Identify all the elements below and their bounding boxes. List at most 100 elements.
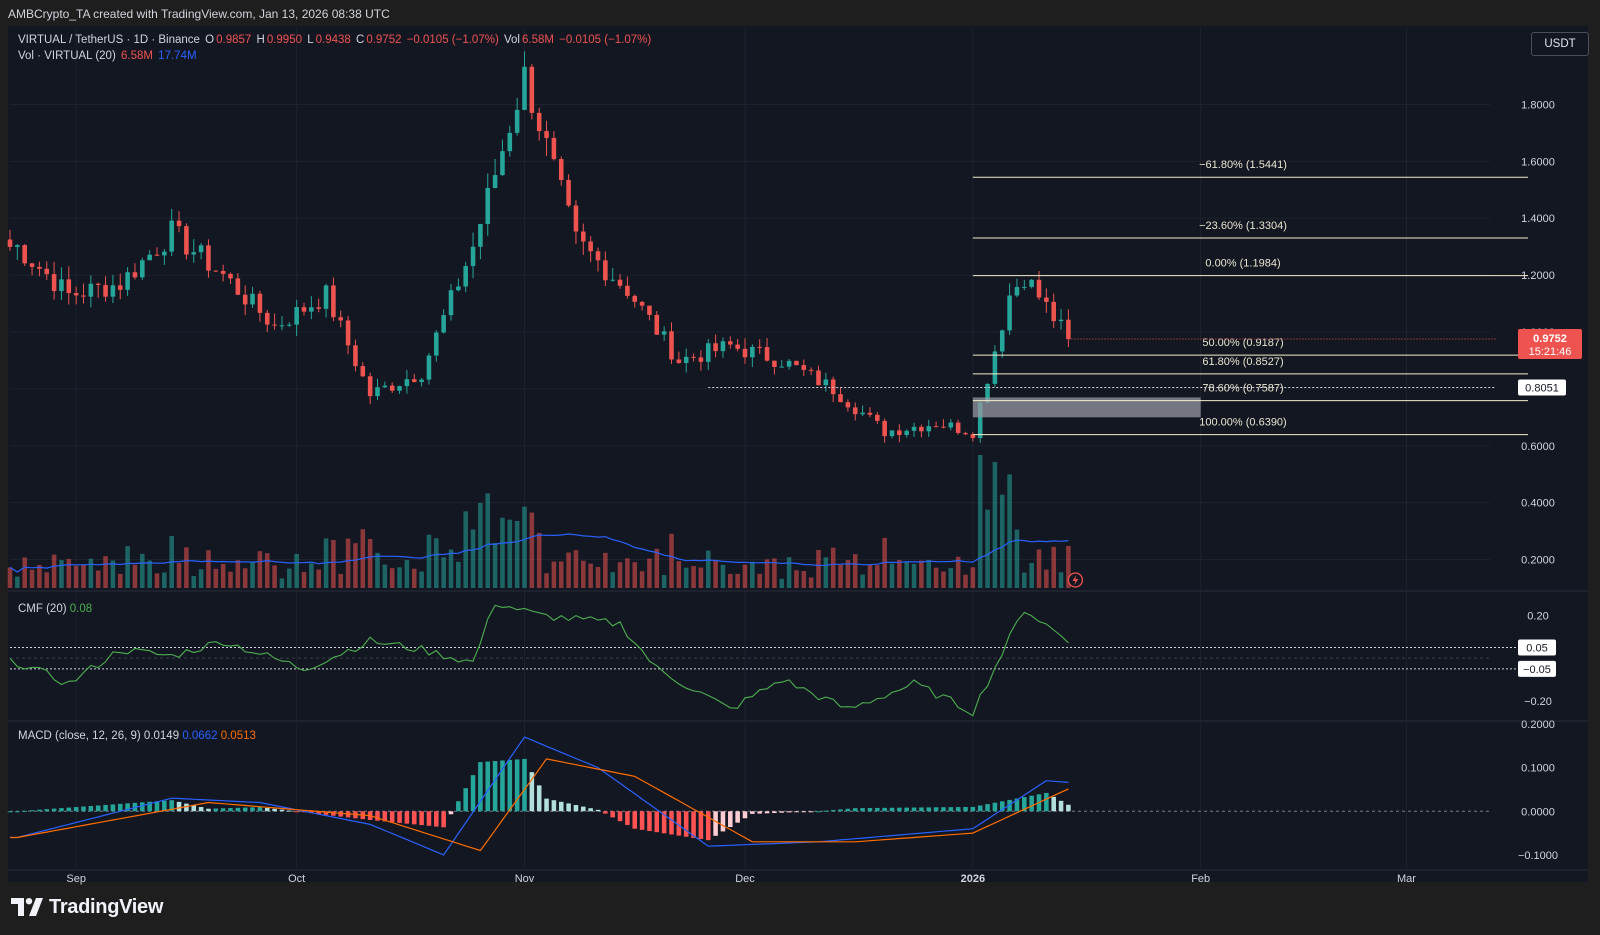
candle-body — [59, 279, 64, 292]
macd-histogram-bar — [639, 811, 645, 830]
volume-bar — [1058, 572, 1064, 588]
volume-bar — [95, 570, 101, 588]
volume-bar — [610, 572, 615, 588]
volume-bar — [1051, 546, 1056, 588]
volume-bar — [845, 560, 851, 588]
volume-bar — [617, 562, 623, 588]
macd-histogram-bar — [617, 811, 623, 822]
fib-level-label: 61.80% (0.8527) — [1202, 356, 1283, 368]
volume-bar — [331, 539, 336, 588]
fib-level-label: 78.60% (0.7587) — [1202, 383, 1283, 395]
volume-bar — [573, 550, 579, 588]
candle-body — [897, 430, 902, 435]
macd-histogram-bar — [140, 802, 145, 812]
volume-bar — [478, 502, 483, 588]
volume-bar — [22, 557, 27, 588]
vol-ma-label[interactable]: Vol · VIRTUAL (20) — [18, 50, 116, 62]
cmf-label[interactable]: CMF (20) — [18, 603, 67, 615]
candle-body — [1007, 295, 1012, 331]
candle-body — [742, 348, 748, 358]
currency-button[interactable]: USDT — [1531, 32, 1589, 56]
fibonacci-retracement[interactable]: −61.80% (1.5441) −23.60% (1.3304) 0.00% (1… — [708, 159, 1528, 436]
candle-body — [735, 344, 740, 349]
candle-body — [110, 285, 116, 297]
time-tick-label: Feb — [1191, 873, 1210, 885]
volume-bar — [176, 562, 182, 588]
candle-body — [522, 66, 527, 110]
price-tick-label: 1.8000 — [1521, 99, 1555, 111]
candle-body — [507, 132, 513, 152]
volume-bar — [235, 560, 241, 588]
macd-histogram-bar — [698, 811, 704, 840]
macd-histogram-bar — [206, 808, 211, 812]
candle-body — [132, 272, 138, 278]
volume-bar — [838, 564, 843, 588]
candle-body — [235, 278, 241, 295]
cmf-tick-label: −0.05 — [1523, 664, 1551, 676]
macd-histogram-bar — [661, 811, 667, 834]
volume-bar — [198, 569, 204, 588]
macd-histogram-bar — [764, 811, 770, 814]
candle-body — [51, 274, 57, 292]
macd-histogram-bar — [676, 811, 682, 836]
macd-histogram-bar — [213, 808, 219, 812]
candle-body — [999, 330, 1005, 352]
low-label: L — [307, 34, 314, 46]
macd-histogram-bar — [176, 801, 182, 812]
macd-histogram-bar — [1044, 792, 1049, 812]
volume-bar — [316, 569, 321, 588]
fib-level-label: −61.80% (1.5441) — [1199, 159, 1287, 171]
candle-body — [154, 254, 160, 256]
candle-body — [558, 159, 564, 180]
price-pane[interactable] — [7, 51, 1071, 443]
macd-histogram-bar — [375, 811, 380, 821]
cmf-pane[interactable] — [9, 604, 1528, 717]
volume-bar — [764, 559, 770, 588]
candle-body — [698, 357, 704, 362]
candle-body — [125, 272, 130, 290]
candle-body — [728, 341, 733, 345]
volume-bar — [852, 554, 858, 588]
candle-body — [478, 223, 483, 247]
volume-bar — [44, 572, 50, 588]
macd-histogram-bar — [610, 811, 615, 818]
last-price-badge — [1518, 329, 1582, 360]
volume-bar — [470, 529, 476, 588]
macd-label[interactable]: MACD (close, 12, 26, 9) — [18, 730, 141, 742]
candle-body — [338, 317, 344, 321]
macd-histogram-bar — [705, 811, 711, 841]
close-label: C — [356, 34, 365, 46]
volume-bar — [228, 571, 233, 588]
symbol-title[interactable]: VIRTUAL / TetherUS · 1D · Binance — [18, 34, 200, 46]
candle-body — [1029, 279, 1034, 287]
candle-body — [140, 260, 145, 278]
volume-bar — [147, 560, 152, 588]
macd-histogram-bar — [911, 807, 917, 812]
volume-bar — [581, 560, 586, 588]
macd-histogram-bar — [382, 811, 388, 822]
candle-body — [301, 307, 307, 312]
macd-pane[interactable] — [7, 736, 1490, 856]
macd-histogram-bar — [588, 808, 593, 812]
macd-histogram-bar — [235, 807, 241, 812]
candle-body — [206, 245, 211, 271]
candle-body — [544, 131, 549, 138]
macd-tick-label: 0.1000 — [1521, 763, 1555, 775]
candle-body — [309, 307, 314, 312]
volume-bar — [426, 534, 432, 588]
candle-body — [794, 360, 799, 366]
macd-histogram-bar — [536, 785, 542, 812]
volume-bar — [801, 571, 807, 588]
candle-body — [852, 407, 858, 415]
candle-body — [573, 205, 579, 232]
candle-body — [176, 220, 182, 227]
vol-change: −0.0105 (−1.07%) — [559, 34, 652, 46]
candle-body — [331, 285, 336, 318]
candle-body — [191, 252, 197, 255]
tradingview-logo: TradingView — [11, 895, 163, 919]
macd-histogram-bar — [191, 805, 197, 812]
volume-bar — [999, 494, 1005, 588]
signal-line — [10, 758, 1069, 852]
macd-histogram-bar — [404, 811, 410, 824]
